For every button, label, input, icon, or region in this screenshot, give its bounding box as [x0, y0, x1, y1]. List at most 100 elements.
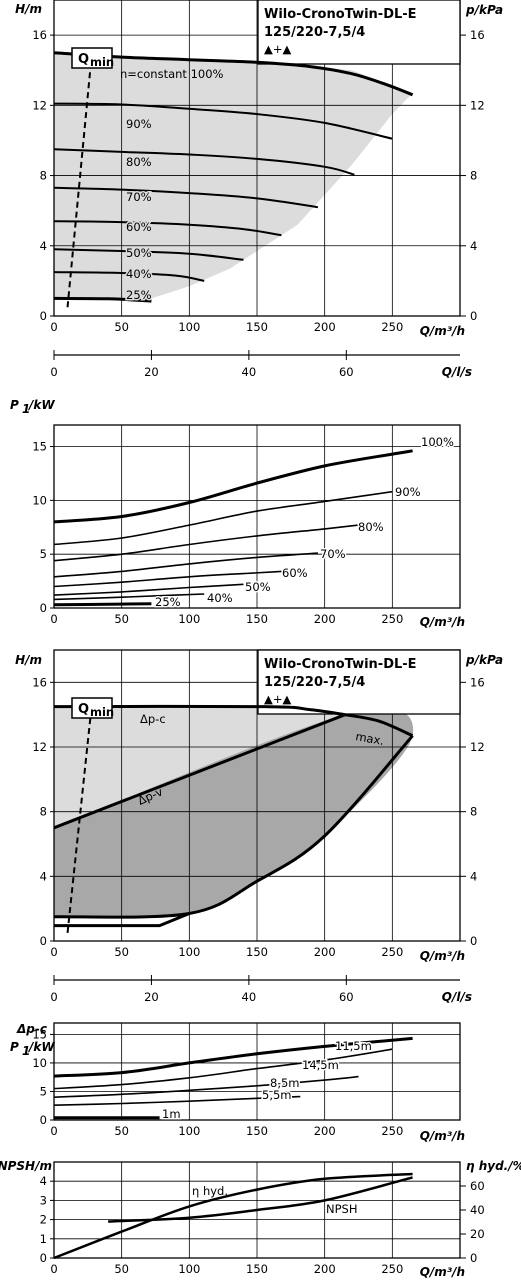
- qmin-sub: min: [90, 55, 114, 69]
- x-axis-label: Q/m³/h: [420, 324, 465, 338]
- x-tick-label: 150: [246, 1124, 268, 1138]
- ls-tick-label: 0: [50, 990, 57, 1004]
- ls-tick-label: 60: [339, 990, 354, 1004]
- power-curve: [53, 1095, 301, 1106]
- qmin-box: [71, 47, 113, 69]
- curve-label: 100%: [421, 435, 454, 449]
- x-tick-label: 50: [114, 945, 129, 959]
- y2-tick-label: 60: [470, 1179, 485, 1193]
- y2-tick-label: 16: [470, 675, 485, 689]
- x-tick-label: 100: [178, 1262, 200, 1276]
- y-tick-label: 15: [32, 1027, 47, 1041]
- x-tick-label: 250: [381, 1262, 403, 1276]
- power-curve: [53, 602, 152, 607]
- y-tick-label: 15: [32, 440, 47, 454]
- eta-label: η hyd.: [192, 1184, 228, 1198]
- x-tick-label: 150: [246, 612, 268, 626]
- ls-tick-label: 20: [144, 990, 159, 1004]
- x-tick-label: 0: [50, 320, 57, 334]
- curve-label: 60%: [282, 566, 308, 580]
- speed-curve: [53, 148, 355, 176]
- x-tick-label: 250: [381, 612, 403, 626]
- curve-label: 50%: [126, 246, 152, 260]
- speed-curve: [53, 296, 152, 303]
- speed-curve: [53, 51, 414, 97]
- npsh-curve: [108, 1176, 413, 1223]
- y-axis-label-sub: 1: [22, 1044, 30, 1058]
- chart-title: Wilo-CronoTwin-DL-E: [264, 7, 417, 22]
- y-axis-label: H/m: [15, 2, 42, 16]
- speed-curve: [53, 102, 393, 140]
- y-tick-label: 8: [40, 169, 47, 183]
- y2-tick-label: 40: [470, 1203, 485, 1217]
- x-tick-label: 0: [50, 612, 57, 626]
- y-tick-label: 4: [40, 239, 47, 253]
- x-tick-label: 200: [314, 945, 336, 959]
- mode-symbol: ▲+▲: [264, 42, 291, 56]
- qmin-line: [66, 703, 93, 934]
- chart-subtitle: 125/220-7,5/4: [264, 25, 365, 40]
- power-curve: [53, 583, 244, 596]
- power-curve: [53, 490, 393, 546]
- power-curve: [53, 1036, 413, 1078]
- y-axis-label-top: Δp-c: [16, 1022, 47, 1036]
- y2-tick-label: 0: [470, 1251, 477, 1265]
- y-tick-label: 5: [40, 1084, 47, 1098]
- y2-tick-label: 16: [470, 28, 485, 42]
- qmin-box: [71, 697, 113, 719]
- speed-curve: [53, 271, 205, 282]
- x-axis-label: Q/m³/h: [420, 1129, 465, 1143]
- curve-label: 25%: [155, 595, 181, 609]
- x-tick-label: 0: [50, 1124, 57, 1138]
- curve-label: 14,5m: [302, 1058, 339, 1072]
- y-axis-label: H/m: [15, 653, 42, 667]
- y2-tick-label: 8: [470, 169, 477, 183]
- chart-title: Wilo-CronoTwin-DL-E: [264, 657, 417, 672]
- y2-tick-label: 12: [470, 740, 485, 754]
- curve-label: 50%: [245, 580, 271, 594]
- ls-axis-label: Q/l/s: [442, 365, 472, 379]
- x-tick-label: 200: [314, 1262, 336, 1276]
- mode-symbol: ▲+▲: [264, 692, 291, 706]
- qmin-line: [66, 52, 93, 308]
- y-tick-label: 10: [32, 493, 47, 507]
- curve-label: 5,5m: [262, 1088, 292, 1102]
- x-tick-label: 100: [178, 320, 200, 334]
- speed-curve: [53, 248, 244, 261]
- x-axis-label: Q/m³/h: [420, 615, 465, 629]
- y-tick-label: 0: [40, 1251, 47, 1265]
- dpc-label: Δp-c: [140, 712, 166, 726]
- y2-tick-label: 8: [470, 805, 477, 819]
- curve-label: 8,5m: [270, 1076, 300, 1090]
- power-curve: [53, 570, 282, 588]
- y-tick-label: 1: [40, 1232, 47, 1246]
- y-tick-label: 5: [40, 547, 47, 561]
- y-tick-label: 10: [32, 1056, 47, 1070]
- curve-label: 40%: [207, 591, 233, 605]
- x-tick-label: 250: [381, 320, 403, 334]
- y-tick-label: 16: [32, 28, 47, 42]
- ls-tick-label: 20: [144, 365, 159, 379]
- x-axis-label: Q/m³/h: [420, 949, 465, 963]
- y2-axis-label: p/kPa: [465, 3, 503, 17]
- eta-curve: [53, 1172, 413, 1260]
- x-tick-label: 150: [246, 945, 268, 959]
- y2-tick-label: 0: [470, 934, 477, 948]
- qmin-label: Q: [78, 52, 89, 67]
- y-tick-label: 12: [32, 740, 47, 754]
- curve-label: 70%: [320, 547, 346, 561]
- dpc-curve: [53, 704, 346, 717]
- y2-tick-label: 4: [470, 869, 477, 883]
- power-curve: [53, 1048, 393, 1090]
- curve-label: 40%: [126, 267, 152, 281]
- x-tick-label: 250: [381, 945, 403, 959]
- y-tick-label: 0: [40, 934, 47, 948]
- y-axis-label: NPSH/m: [0, 1159, 52, 1173]
- x-axis-label: Q/m³/h: [420, 1265, 465, 1279]
- x-tick-label: 200: [314, 1124, 336, 1138]
